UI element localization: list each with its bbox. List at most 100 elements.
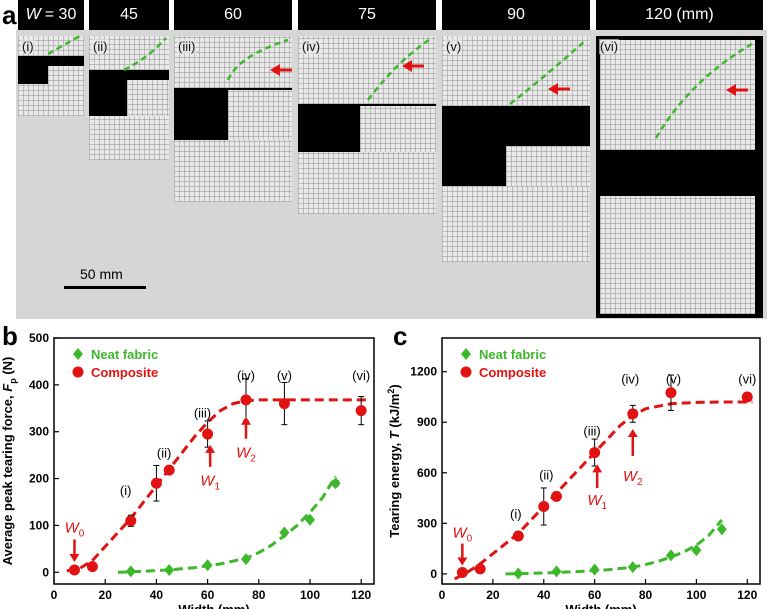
composite-point	[240, 394, 252, 406]
width-annotation: W1	[587, 492, 607, 512]
width-header-3: 60	[174, 0, 292, 30]
sample-marker-label: (iv)	[621, 371, 639, 386]
composite-point	[202, 428, 214, 440]
sample-i: (i)	[18, 36, 84, 116]
width-arrow-head	[457, 557, 468, 566]
crack-front-i	[47, 34, 81, 56]
neat-fabric-point	[164, 563, 175, 576]
sample-marker-label: (iii)	[194, 406, 211, 421]
composite-point	[589, 447, 601, 459]
x-tick-label: 100	[300, 588, 320, 602]
legend-neat-label: Neat fabric	[479, 347, 546, 362]
crack-front-ii	[123, 37, 167, 72]
composite-point	[86, 561, 98, 573]
sample-marker-label: (ii)	[157, 445, 171, 460]
legend-composite-label: Composite	[479, 365, 546, 380]
sample-vi: (vi)	[596, 36, 763, 318]
sample-marker-label: (ii)	[539, 468, 553, 483]
y-tick-label: 400	[29, 378, 49, 392]
width-arrow-head	[627, 428, 638, 437]
x-tick-label: 120	[351, 588, 371, 602]
legend-neat-marker	[461, 348, 471, 360]
y-axis-label: Tearing energy, T (kJ/m2)	[386, 384, 402, 537]
y-tick-label: 0	[42, 565, 49, 579]
y-tick-label: 500	[29, 331, 49, 345]
legend-neat-label: Neat fabric	[91, 347, 158, 362]
y-tick-label: 1200	[410, 365, 437, 379]
width-header-6: 120 (mm)	[596, 0, 763, 30]
width-header-5: 90	[442, 0, 590, 30]
fit-curve-composite	[66, 398, 367, 573]
crack-front-iii	[226, 38, 289, 81]
y-tick-label: 0	[430, 567, 437, 581]
x-axis-label: Width (mm)	[565, 602, 636, 609]
composite-point	[150, 477, 162, 489]
neat-fabric-point	[330, 477, 341, 490]
width-header-text: 45	[120, 6, 138, 23]
sample-label: (v)	[445, 39, 463, 54]
neat-fabric-point	[241, 553, 251, 566]
sample-label: (iv)	[301, 39, 322, 54]
width-annotation: W2	[236, 444, 256, 464]
neat-fabric-point	[125, 565, 136, 578]
sample-marker-label: (vi)	[352, 368, 370, 383]
neat-fabric-point	[305, 513, 315, 526]
sample-marker-label: (i)	[510, 506, 522, 521]
width-header-1: W = 30	[18, 0, 84, 30]
neat-fabric-point	[589, 563, 600, 576]
plot-frame	[53, 337, 375, 585]
composite-point	[456, 567, 468, 579]
composite-point	[355, 405, 367, 417]
composite-point	[741, 391, 753, 403]
sample-marker-label: (v)	[666, 371, 681, 386]
width-annotation: W0	[65, 519, 85, 539]
composite-point	[538, 500, 550, 512]
y-tick-label: 100	[29, 518, 49, 532]
x-axis-label: Width (mm)	[178, 602, 249, 609]
x-tick-label: 0	[439, 588, 446, 602]
fit-curve-composite	[454, 400, 753, 581]
y-tick-label: 200	[29, 472, 49, 486]
composite-point	[512, 530, 524, 542]
x-tick-label: 40	[150, 588, 164, 602]
composite-point	[474, 563, 486, 575]
width-symbol: W	[25, 6, 41, 23]
sample-label: (vi)	[599, 39, 620, 54]
legend-composite-marker	[72, 366, 84, 378]
sample-label: (ii)	[92, 39, 109, 54]
width-arrow-head	[205, 444, 216, 453]
width-header-text: 60	[224, 6, 242, 23]
x-tick-label: 40	[537, 588, 551, 602]
composite-point	[665, 387, 677, 399]
sample-label: (i)	[21, 39, 35, 54]
legend-composite-label: Composite	[91, 365, 158, 380]
sample-v: (v)	[442, 36, 590, 262]
panel-letter-c: c	[393, 321, 408, 351]
width-annotation: W1	[200, 473, 220, 493]
y-tick-label: 300	[417, 516, 437, 530]
width-header-text: 75	[358, 6, 376, 23]
crack-front-vi	[654, 42, 753, 139]
x-tick-label: 20	[99, 588, 113, 602]
chart-tearing-force: 0 20 40 60 80 100 120 0 100 200 300 400 500 Width (mm…	[0, 331, 375, 609]
x-tick-label: 60	[201, 588, 215, 602]
scale-bar	[64, 286, 146, 289]
composite-point	[163, 464, 175, 476]
legend-composite-marker	[460, 366, 472, 378]
photo-overlay	[47, 34, 753, 139]
width-annotation: W0	[452, 525, 472, 545]
sample-ii: (ii)	[89, 36, 169, 160]
width-arrow-head	[241, 416, 251, 425]
neat-fabric-point	[691, 544, 702, 557]
sample-iii: (iii)	[174, 36, 292, 202]
scale-bar-label: 50 mm	[80, 266, 123, 282]
neat-fabric-point	[279, 526, 290, 539]
x-tick-label: 60	[588, 588, 602, 602]
y-tick-label: 600	[417, 466, 437, 480]
panel-letter-b: b	[2, 321, 18, 351]
neat-fabric-point	[627, 561, 638, 574]
y-tick-label: 300	[29, 425, 49, 439]
plot-frame	[441, 337, 761, 585]
chart-tearing-energy: 02040608010012003006009001200Width (mm)T…	[386, 337, 761, 609]
sample-marker-label: (vi)	[738, 371, 756, 386]
